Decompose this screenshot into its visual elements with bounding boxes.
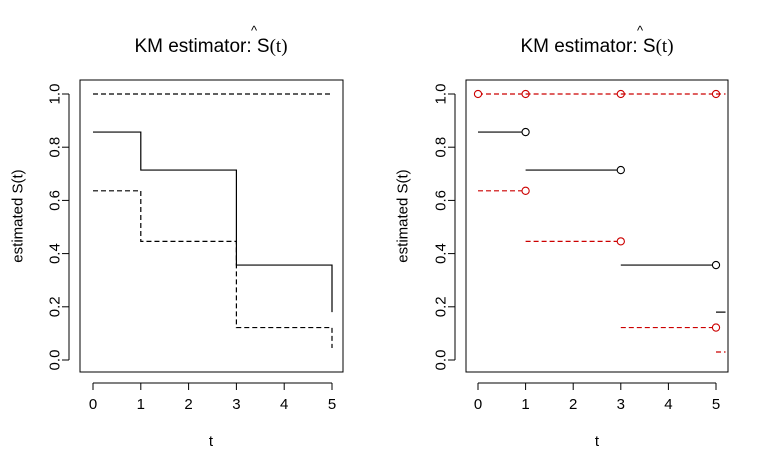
series-3-open-point bbox=[521, 186, 530, 195]
series-3-open-point bbox=[616, 237, 625, 246]
y-tick-label: 0.6 bbox=[433, 190, 450, 211]
title-hat: ^ bbox=[251, 23, 258, 38]
y-axis-label: estimated S(t) bbox=[10, 169, 27, 262]
y-tick-label: 0.8 bbox=[47, 137, 64, 158]
y-tick-label: 0.2 bbox=[47, 296, 64, 317]
y-tick-label: 0.8 bbox=[433, 137, 450, 158]
y-tick-label: 0.4 bbox=[433, 243, 450, 264]
series-1-open-point bbox=[616, 165, 625, 175]
plot-area bbox=[473, 89, 726, 353]
chart-title: KM estimator: S(t) bbox=[520, 36, 673, 57]
x-tick-label: 1 bbox=[521, 396, 529, 413]
title-symbol: S bbox=[257, 36, 270, 57]
y-tick-label: 0.4 bbox=[47, 243, 64, 264]
y-tick-label: 0.6 bbox=[47, 190, 64, 211]
x-tick-label: 1 bbox=[137, 396, 145, 413]
series-line-1 bbox=[93, 131, 333, 313]
series-1-open-point bbox=[521, 127, 530, 137]
plot-area bbox=[93, 93, 333, 349]
x-axis-label: t bbox=[209, 433, 214, 450]
plot-frame bbox=[465, 79, 729, 373]
plot-frame bbox=[79, 79, 344, 373]
series-1-open-point bbox=[711, 260, 721, 270]
series-2-start-point bbox=[473, 89, 483, 99]
y-axis-label: estimated S(t) bbox=[395, 169, 412, 262]
series-line-3 bbox=[93, 190, 333, 349]
title-prefix: KM estimator: bbox=[134, 36, 256, 57]
x-tick-label: 3 bbox=[617, 396, 625, 413]
x-tick-label: 0 bbox=[89, 396, 97, 413]
x-tick-label: 5 bbox=[712, 396, 720, 413]
x-tick-label: 0 bbox=[474, 396, 482, 413]
title-hat: ^ bbox=[637, 23, 644, 38]
x-tick-label: 2 bbox=[184, 396, 192, 413]
y-tick-label: 0.2 bbox=[433, 296, 450, 317]
title-suffix: (t) bbox=[270, 36, 288, 57]
panel-1: KM estimator: S(t)^0 1 2 3 4 50.00.20.40.60.8… bbox=[10, 23, 344, 450]
x-tick-label: 5 bbox=[328, 396, 336, 413]
panel-2: KM estimator: S(t)^0 1 2 3 4 50.00.20.40.60.8… bbox=[395, 23, 729, 450]
y-tick-label: 1.0 bbox=[433, 84, 450, 105]
x-tick-label: 2 bbox=[569, 396, 577, 413]
y-tick-label: 0.0 bbox=[433, 350, 450, 371]
chart-title: KM estimator: S(t) bbox=[134, 36, 287, 57]
title-symbol: S bbox=[643, 36, 656, 57]
title-prefix: KM estimator: bbox=[520, 36, 642, 57]
x-tick-label: 4 bbox=[664, 396, 672, 413]
y-tick-label: 0.0 bbox=[47, 350, 64, 371]
y-tick-label: 1.0 bbox=[47, 84, 64, 105]
x-tick-label: 4 bbox=[280, 396, 288, 413]
series-3-open-point bbox=[711, 323, 721, 332]
x-tick-label: 3 bbox=[232, 396, 240, 413]
x-axis-label: t bbox=[595, 433, 600, 450]
title-suffix: (t) bbox=[656, 36, 674, 57]
